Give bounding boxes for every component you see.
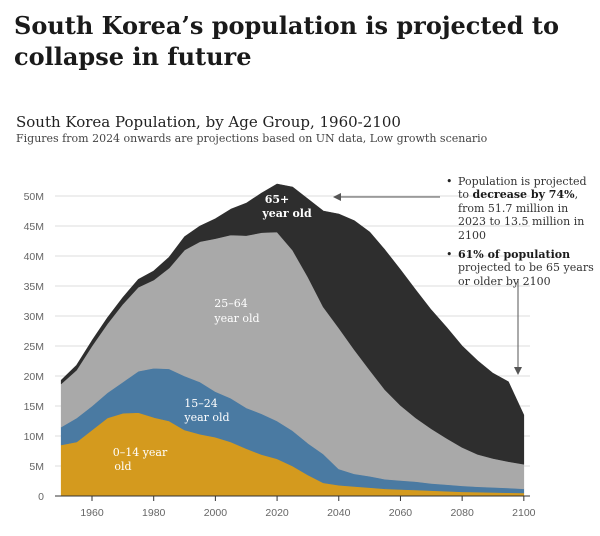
area-series-3 xyxy=(60,183,525,465)
chart-subtitle: Figures from 2024 onwards are projection… xyxy=(16,132,488,145)
area-label-65plus-line1: 65+ xyxy=(265,193,290,206)
annotation-list: Population is projected to decrease by 7… xyxy=(446,175,596,294)
annotation-arrows xyxy=(333,193,522,375)
area-label-0-14-line1: 0–14 year xyxy=(113,446,168,459)
x-tick-label: 2100 xyxy=(512,507,536,519)
x-tick-label: 2080 xyxy=(450,507,474,519)
x-tick-label: 2020 xyxy=(265,507,289,519)
y-tick-label: 40M xyxy=(24,251,44,263)
x-tick-label: 1960 xyxy=(80,507,104,519)
y-tick-label: 20M xyxy=(24,371,44,383)
y-tick-label: 45M xyxy=(24,221,44,233)
chart-title: South Korea Population, by Age Group, 19… xyxy=(16,113,401,131)
area-label-15-24-line2: year old xyxy=(183,411,229,424)
y-tick-label: 15M xyxy=(24,401,44,413)
area-label-65plus-line2: year old xyxy=(261,207,312,220)
x-tick-label: 2000 xyxy=(204,507,228,519)
area-label-25-64-line1: 25–64 xyxy=(214,297,248,310)
y-tick-label: 25M xyxy=(24,341,44,353)
area-label-15-24-line1: 15–24 xyxy=(184,397,218,410)
y-tick-label: 0 xyxy=(38,491,44,503)
y-tick-label: 35M xyxy=(24,281,44,293)
area-layer xyxy=(60,183,525,497)
y-tick-label: 5M xyxy=(29,461,44,473)
y-tick-label: 50M xyxy=(24,191,44,203)
annotation-older-share: 61% of population projected to be 65 yea… xyxy=(446,248,596,288)
y-tick-label: 30M xyxy=(24,311,44,323)
x-tick-label: 2060 xyxy=(389,507,413,519)
area-label-0-14-line2: old xyxy=(114,460,131,473)
annotation-decrease: Population is projected to decrease by 7… xyxy=(446,175,596,242)
headline: South Korea’s population is projected to… xyxy=(14,11,559,71)
x-tick-label: 2040 xyxy=(327,507,351,519)
area-label-25-64-line2: year old xyxy=(213,312,259,325)
area-labels: 65+ year old 25–64 year old 15–24 year o… xyxy=(113,193,312,473)
y-tick-label: 10M xyxy=(24,431,44,443)
axes: 0 5M 10M 15M 20M 25M 30M 35M 40M 45M 50M 1960 1980 20… xyxy=(24,191,536,519)
x-tick-label: 1980 xyxy=(142,507,166,519)
